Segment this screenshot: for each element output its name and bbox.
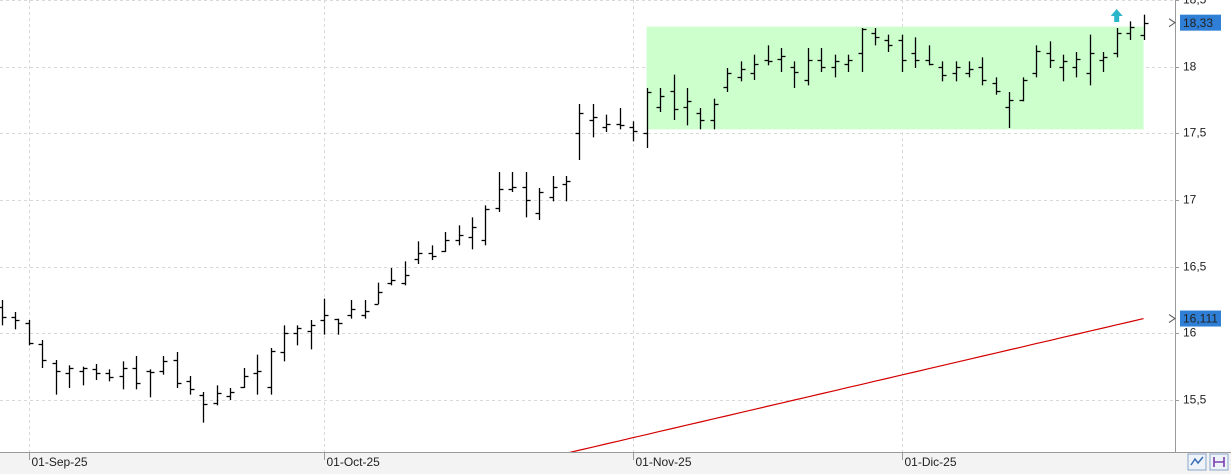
h-button[interactable] (1209, 453, 1229, 471)
price-tag-label: 18,33 (1183, 16, 1213, 30)
x-tick-label: 01-Nov-25 (636, 455, 692, 469)
h-button-icon[interactable] (1213, 457, 1225, 467)
price-tag-label: 16,111 (1183, 312, 1218, 326)
moving-average-line (569, 317, 1144, 452)
highlight-zone (646, 26, 1144, 130)
x-axis-strip (0, 452, 1231, 474)
price-tag-pointer (1168, 18, 1176, 28)
zoom-button[interactable] (1187, 453, 1207, 471)
y-tick-label: 16 (1183, 326, 1197, 340)
price-tag (1180, 14, 1221, 31)
x-tick-label: 01-Dic-25 (905, 455, 957, 469)
y-tick-label: 18 (1183, 60, 1197, 74)
zoom-button-icon[interactable] (1190, 456, 1204, 466)
x-tick-label: 01-Oct-25 (327, 455, 381, 469)
signal-arrow (1110, 9, 1123, 22)
y-tick-label: 15,5 (1183, 393, 1207, 407)
price-tag (1180, 310, 1221, 327)
plot-area (0, 0, 1175, 452)
y-tick-label: 16,5 (1183, 260, 1207, 274)
y-tick-label: 17,5 (1183, 126, 1207, 140)
axes: 15,5 16 16,5 17 17,5 18 18,5 01-Sep-25 01-Oct-25… (29, 0, 1207, 469)
y-tick-label: 17 (1183, 193, 1197, 207)
y-tick-label: 18,5 (1183, 0, 1207, 7)
x-tick-label: 01-Sep-25 (32, 455, 88, 469)
price-tag-pointer (1168, 314, 1176, 323)
